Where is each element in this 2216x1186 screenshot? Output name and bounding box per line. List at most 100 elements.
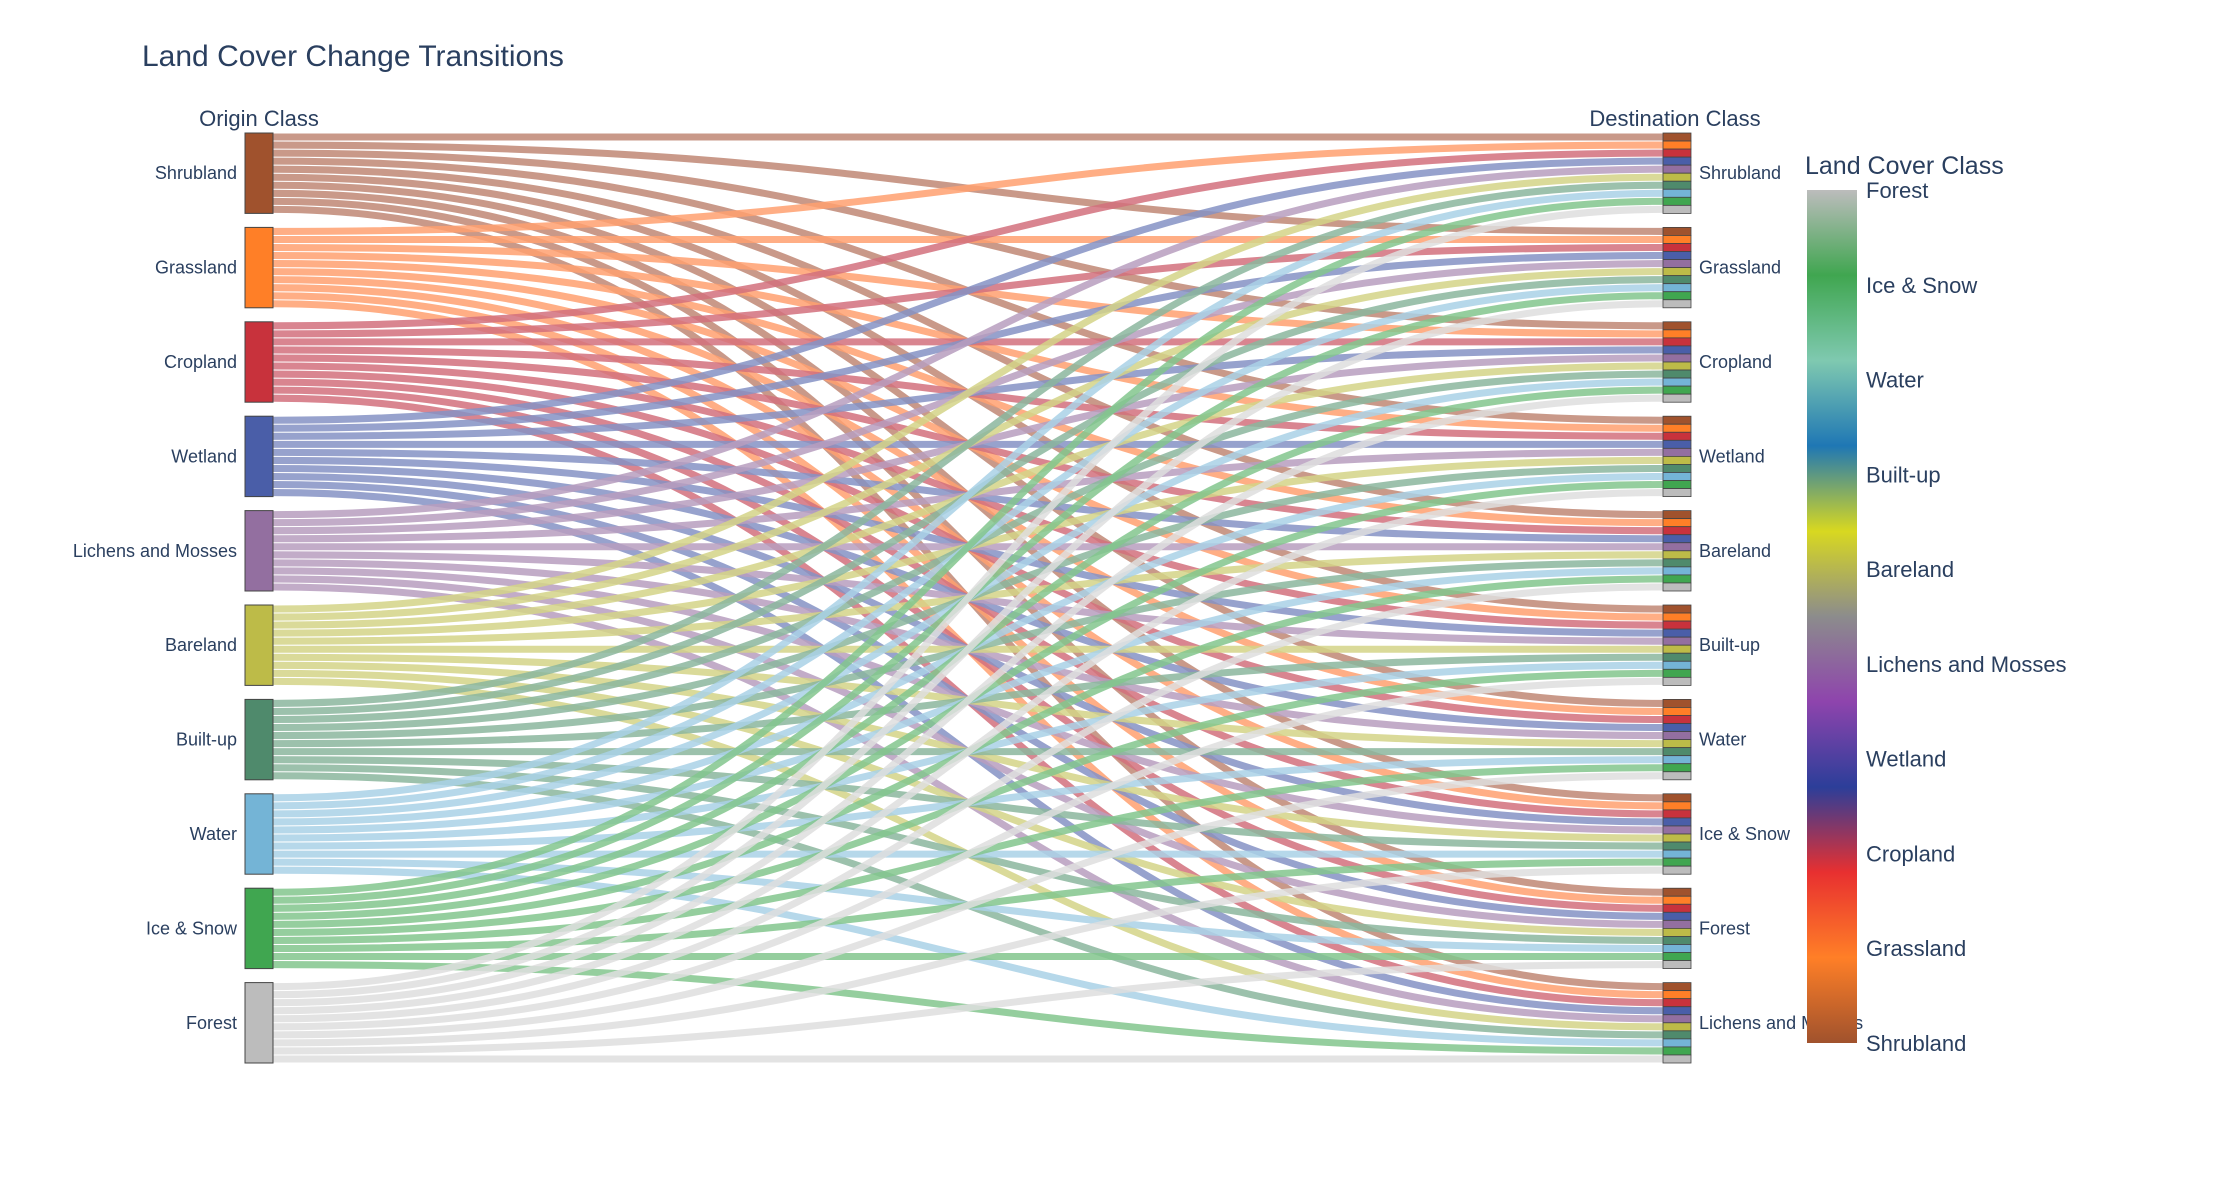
destination-segment-water-grassland — [1662, 707, 1692, 716]
colorbar-tick-cropland: Cropland — [1866, 841, 1955, 866]
origin-node-lichens-and-mosses[interactable] — [244, 510, 274, 592]
destination-label-shrubland: Shrubland — [1699, 163, 1781, 183]
destination-segment-forest-ice-and-snow — [1662, 952, 1692, 961]
link-forest-to-bareland — [272, 583, 1664, 1023]
destination-segment-grassland-bareland — [1662, 267, 1692, 277]
destination-label-water: Water — [1699, 730, 1746, 750]
origin-node-cropland[interactable] — [244, 321, 274, 403]
link-forest-to-water — [272, 772, 1664, 1039]
destination-segment-cropland-cropland — [1662, 337, 1692, 347]
origin-node-ice-and-snow[interactable] — [244, 887, 274, 970]
destination-segment-shrubland-water — [1662, 188, 1692, 198]
destination-segment-built-up-shrubland — [1662, 604, 1692, 614]
destination-segment-built-up-bareland — [1662, 644, 1692, 654]
destination-segment-bareland-grassland — [1662, 518, 1692, 528]
destination-segment-shrubland-wetland — [1662, 156, 1692, 166]
destination-segment-built-up-built-up — [1662, 652, 1692, 662]
destination-segment-ice-and-snow-shrubland — [1662, 793, 1692, 803]
destination-segment-water-bareland — [1662, 739, 1692, 749]
destination-segment-lichens-and-mosses-ice-and-snow — [1662, 1046, 1692, 1056]
destination-segment-lichens-and-mosses-shrubland — [1662, 982, 1692, 992]
destination-node-forest[interactable] — [1662, 887, 1692, 969]
origin-node-bareland[interactable] — [244, 604, 274, 686]
origin-node-water[interactable] — [244, 793, 274, 875]
destination-node-wetland[interactable] — [1662, 415, 1692, 497]
destination-segment-grassland-water — [1662, 283, 1692, 293]
origin-label-shrubland: Shrubland — [155, 163, 237, 183]
destination-node-ice-and-snow[interactable] — [1662, 793, 1692, 875]
destination-segment-built-up-cropland — [1662, 620, 1692, 630]
destination-segment-ice-and-snow-lichens-and-mosses — [1662, 825, 1692, 835]
origin-node-wetland[interactable] — [244, 415, 274, 498]
destination-segment-ice-and-snow-water — [1662, 849, 1692, 859]
destination-segment-built-up-ice-and-snow — [1662, 668, 1692, 678]
destination-segment-cropland-ice-and-snow — [1662, 385, 1692, 395]
destination-segment-shrubland-shrubland — [1662, 132, 1692, 142]
destination-segment-ice-and-snow-cropland — [1662, 809, 1692, 819]
destination-segment-wetland-ice-and-snow — [1662, 480, 1692, 489]
destination-segment-lichens-and-mosses-grassland — [1662, 990, 1692, 1000]
link-wetland-to-shrubland — [272, 157, 1664, 424]
destination-segment-cropland-forest — [1662, 393, 1692, 403]
destination-node-shrubland[interactable] — [1662, 132, 1692, 214]
destination-segment-water-lichens-and-mosses — [1662, 731, 1692, 740]
origin-node-grassland[interactable] — [244, 226, 274, 309]
link-ice-and-snow-to-shrubland — [272, 197, 1664, 896]
destination-node-cropland[interactable] — [1662, 321, 1692, 403]
destination-segment-cropland-shrubland — [1662, 321, 1692, 331]
destination-segment-water-cropland — [1662, 715, 1692, 724]
destination-segment-forest-wetland — [1662, 911, 1692, 921]
link-forest-to-ice-and-snow — [272, 866, 1664, 1047]
link-cropland-to-shrubland — [272, 149, 1664, 330]
destination-segment-ice-and-snow-forest — [1662, 865, 1692, 875]
destination-segment-cropland-built-up — [1662, 369, 1692, 379]
origin-node-forest[interactable] — [244, 982, 274, 1064]
destination-segment-forest-grassland — [1662, 895, 1692, 905]
destination-segment-bareland-ice-and-snow — [1662, 574, 1692, 584]
destination-label-ice-and-snow: Ice & Snow — [1699, 824, 1791, 844]
destination-segment-bareland-shrubland — [1662, 510, 1692, 520]
destination-segment-built-up-lichens-and-mosses — [1662, 636, 1692, 646]
destination-segment-bareland-built-up — [1662, 558, 1692, 568]
destination-segment-lichens-and-mosses-built-up — [1662, 1030, 1692, 1040]
link-built-up-to-shrubland — [272, 181, 1664, 707]
colorbar-tick-shrubland: Shrubland — [1866, 1031, 1966, 1056]
destination-label-grassland: Grassland — [1699, 258, 1781, 278]
destination-column-label: Destination Class — [1589, 106, 1760, 131]
colorbar-tick-wetland: Wetland — [1866, 747, 1946, 772]
destination-segment-grassland-built-up — [1662, 275, 1692, 285]
destination-segment-lichens-and-mosses-water — [1662, 1038, 1692, 1048]
colorbar-title: Land Cover Class — [1805, 152, 2004, 180]
flow-links — [272, 133, 1664, 1063]
destination-segment-built-up-grassland — [1662, 612, 1692, 622]
destination-segment-water-water — [1662, 755, 1692, 765]
destination-segment-water-forest — [1662, 771, 1692, 781]
destination-segment-ice-and-snow-built-up — [1662, 841, 1692, 851]
colorbar: Land Cover Class Forest Ice & Snow Water Bu… — [1805, 152, 2067, 1056]
destination-segment-grassland-shrubland — [1662, 226, 1692, 236]
origin-label-lichens-and-mosses: Lichens and Mosses — [73, 541, 237, 561]
origin-node-built-up[interactable] — [244, 698, 274, 781]
destination-segment-grassland-ice-and-snow — [1662, 291, 1692, 301]
link-bareland-to-shrubland — [272, 173, 1664, 613]
destination-node-water[interactable] — [1662, 699, 1692, 781]
origin-label-cropland: Cropland — [164, 352, 237, 372]
destination-segment-bareland-forest — [1662, 582, 1692, 592]
colorbar-tick-water: Water — [1866, 368, 1924, 393]
destination-segment-bareland-water — [1662, 566, 1692, 576]
destination-segment-built-up-forest — [1662, 676, 1692, 686]
destination-segment-shrubland-built-up — [1662, 180, 1692, 190]
link-forest-to-built-up — [272, 677, 1664, 1031]
origin-label-forest: Forest — [186, 1013, 237, 1033]
destination-segment-wetland-wetland — [1662, 439, 1692, 449]
destination-nodes: Shrubland Grassland Cropland Wetland Barelan… — [1662, 132, 1863, 1064]
destination-node-built-up[interactable] — [1662, 604, 1692, 686]
destination-node-grassland[interactable] — [1662, 226, 1692, 309]
destination-segment-wetland-forest — [1662, 488, 1692, 497]
destination-segment-shrubland-ice-and-snow — [1662, 196, 1692, 206]
destination-node-lichens-and-mosses[interactable] — [1662, 982, 1692, 1064]
origin-node-shrubland[interactable] — [244, 132, 274, 214]
link-forest-to-cropland — [272, 394, 1664, 1007]
destination-node-bareland[interactable] — [1662, 510, 1692, 592]
